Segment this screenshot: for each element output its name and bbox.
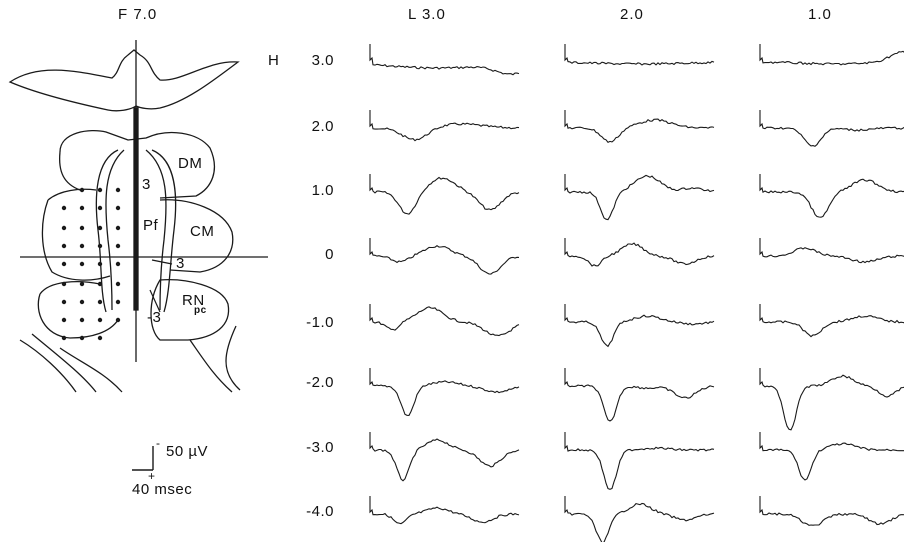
evoked-trace — [759, 432, 904, 481]
row-label: 3.0 — [311, 52, 334, 69]
evoked-trace — [759, 110, 904, 147]
evoked-trace — [759, 238, 904, 264]
evoked-trace — [369, 304, 520, 337]
row-label: 0 — [325, 246, 334, 263]
evoked-trace — [759, 44, 904, 66]
row-labels: 3.0 2.0 1.0 0 -1.0 -2.0 -3.0 -4.0 — [300, 0, 334, 542]
scale-amplitude: 50 µV — [166, 443, 208, 460]
axis-prefix-h: H — [268, 52, 280, 69]
scale-pos-sign: + — [148, 469, 156, 483]
evoked-trace — [564, 174, 715, 221]
evoked-trace — [369, 238, 520, 275]
structure-label-pf: Pf — [143, 217, 159, 234]
depth-label-bottom: -3 — [147, 309, 162, 326]
row-label: -1.0 — [306, 314, 334, 331]
structure-label-rn: RN — [182, 292, 205, 309]
depth-label-top: 3 — [142, 176, 151, 193]
evoked-trace — [564, 44, 715, 66]
evoked-trace — [759, 368, 904, 431]
evoked-trace — [564, 304, 715, 348]
evoked-trace — [369, 496, 520, 525]
structure-label-cm: CM — [190, 223, 215, 240]
evoked-trace — [369, 432, 520, 482]
row-label: -3.0 — [306, 439, 334, 456]
column-header-l1: 1.0 — [808, 6, 832, 23]
scale-neg-sign: - — [156, 436, 161, 450]
evoked-trace — [369, 174, 520, 215]
evoked-trace — [369, 368, 520, 416]
evoked-trace — [759, 496, 904, 526]
structure-label-pc: pc — [194, 305, 207, 316]
depth-label-mid: 3 — [176, 255, 185, 272]
evoked-trace — [564, 238, 715, 267]
evoked-trace — [564, 496, 715, 542]
evoked-trace — [369, 110, 520, 142]
evoked-trace — [564, 432, 715, 490]
row-label: 1.0 — [311, 182, 334, 199]
scale-bar — [132, 446, 154, 471]
atlas-section-label: F 7.0 — [118, 6, 158, 23]
evoked-trace — [564, 110, 715, 143]
evoked-trace — [759, 304, 904, 338]
column-header-l3: L 3.0 — [408, 6, 446, 23]
row-label: -4.0 — [306, 503, 334, 520]
row-label: -2.0 — [306, 374, 334, 391]
evoked-trace — [369, 44, 520, 76]
structure-label-dm: DM — [178, 155, 203, 172]
row-label: 2.0 — [311, 118, 334, 135]
evoked-trace — [759, 174, 904, 218]
column-header-l2: 2.0 — [620, 6, 644, 23]
scale-time: 40 msec — [132, 481, 193, 498]
evoked-trace — [564, 368, 715, 422]
